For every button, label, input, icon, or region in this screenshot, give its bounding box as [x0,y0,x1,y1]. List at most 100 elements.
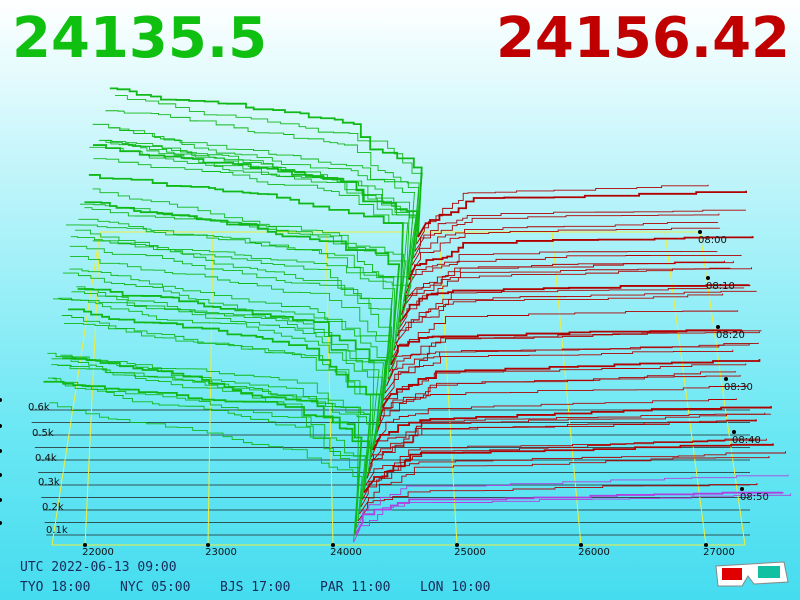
time-tick-label: 08:20 [716,330,745,341]
depth-tick-label: 0.3k [38,477,60,488]
bid-depth [105,110,420,266]
depth-dot [0,449,2,453]
price-tick-label: 26000 [578,547,610,558]
bid-depth [109,127,420,245]
bid-depth [114,95,423,252]
depth-tick-label: 0.5k [32,428,54,439]
price-tick-label: 25000 [454,547,486,558]
ask-depth [353,493,792,543]
price-dot [579,543,583,547]
grid-line [51,231,746,546]
zone-time: NYC 05:00 [120,580,191,595]
ask-depth [377,385,747,429]
zone-time: BJS 17:00 [220,580,291,595]
ask-depth [375,371,736,436]
bid-depth [84,201,401,365]
bid-depth [49,402,363,522]
ask-depth [407,250,718,287]
depth-tick-label: 0.1k [46,525,68,536]
ask-depth [405,254,742,294]
bid-depth [68,308,385,451]
bid-depth [43,380,363,536]
bid-depth [69,256,393,429]
time-dot [698,230,702,234]
bid-depth [92,240,396,358]
ask-depth [357,483,758,522]
bid-depth [75,229,393,372]
bid-depth [88,174,404,323]
depth-tick-label: 0.2k [42,502,64,513]
zone-time: LON 10:00 [420,580,491,595]
ask-depth [372,406,772,451]
bid-depth [60,354,371,486]
ask-depth [398,267,731,330]
ask-depth [374,398,737,444]
ask-depth [363,443,774,494]
time-tick-label: 08:50 [740,492,769,503]
ask-depth [371,412,766,458]
ask-depth [392,310,739,358]
bid-depth [69,268,397,387]
time-tick-label: 08:10 [706,281,735,292]
ask-depth [381,359,761,408]
bid-depth [89,146,417,316]
depth-tick-label: 0.6k [28,402,50,413]
ask-depth [417,190,747,238]
bid-depth [65,224,395,394]
grid-line [551,231,582,546]
ask-depth [390,329,743,366]
ask-depth [416,184,709,245]
bid-depth [92,188,414,309]
ask-depth [408,236,754,280]
bid-depth [92,123,415,287]
price-tick-label: 27000 [703,547,735,558]
ask-depth [354,491,784,536]
depth-dot [0,398,2,402]
bid-depth [58,297,380,472]
bid-depth [78,218,412,337]
bid-depth [84,207,407,344]
price-dot [83,543,87,547]
bid-depth [62,272,390,422]
time-dot [732,430,736,434]
utc-time: UTC 2022-06-13 09:00 [20,560,177,575]
zone-time: PAR 11:00 [320,580,391,595]
ask-depth [414,213,720,252]
bid-depth [47,377,360,543]
depth-dot [0,498,2,502]
bid-depth [62,357,371,493]
depth-dot [0,424,2,428]
ask-depth [366,419,757,479]
bid-depth [52,298,375,458]
depth-tick-label: 0.4k [35,453,57,464]
ask-depth [387,331,760,380]
depth-dot [0,473,2,477]
bid-depth [70,236,393,401]
bid-depth [93,158,409,330]
ask-depth [410,227,721,273]
bid-depth [98,139,411,294]
grid-line [438,231,458,546]
ask-depth [384,349,734,394]
ask-depth [383,343,750,401]
time-dot [716,325,720,329]
price-dot [206,543,210,547]
time-dot [724,377,728,381]
ask-depth [413,209,747,259]
bid-depth [99,140,419,273]
ask-depth [402,260,725,309]
depth-dot [0,521,2,525]
bid-depth [57,364,366,514]
zone-time: TYO 18:00 [20,580,91,595]
bid-depth [104,140,415,301]
time-tick-label: 08:30 [724,382,753,393]
bid-depth [61,315,372,465]
price-dot [331,543,335,547]
price-tick-label: 22000 [82,547,114,558]
time-tick-label: 08:40 [732,435,761,446]
bid-depth [77,288,387,408]
3d-glasses-icon[interactable] [714,558,794,598]
time-tick-label: 08:00 [698,235,727,246]
